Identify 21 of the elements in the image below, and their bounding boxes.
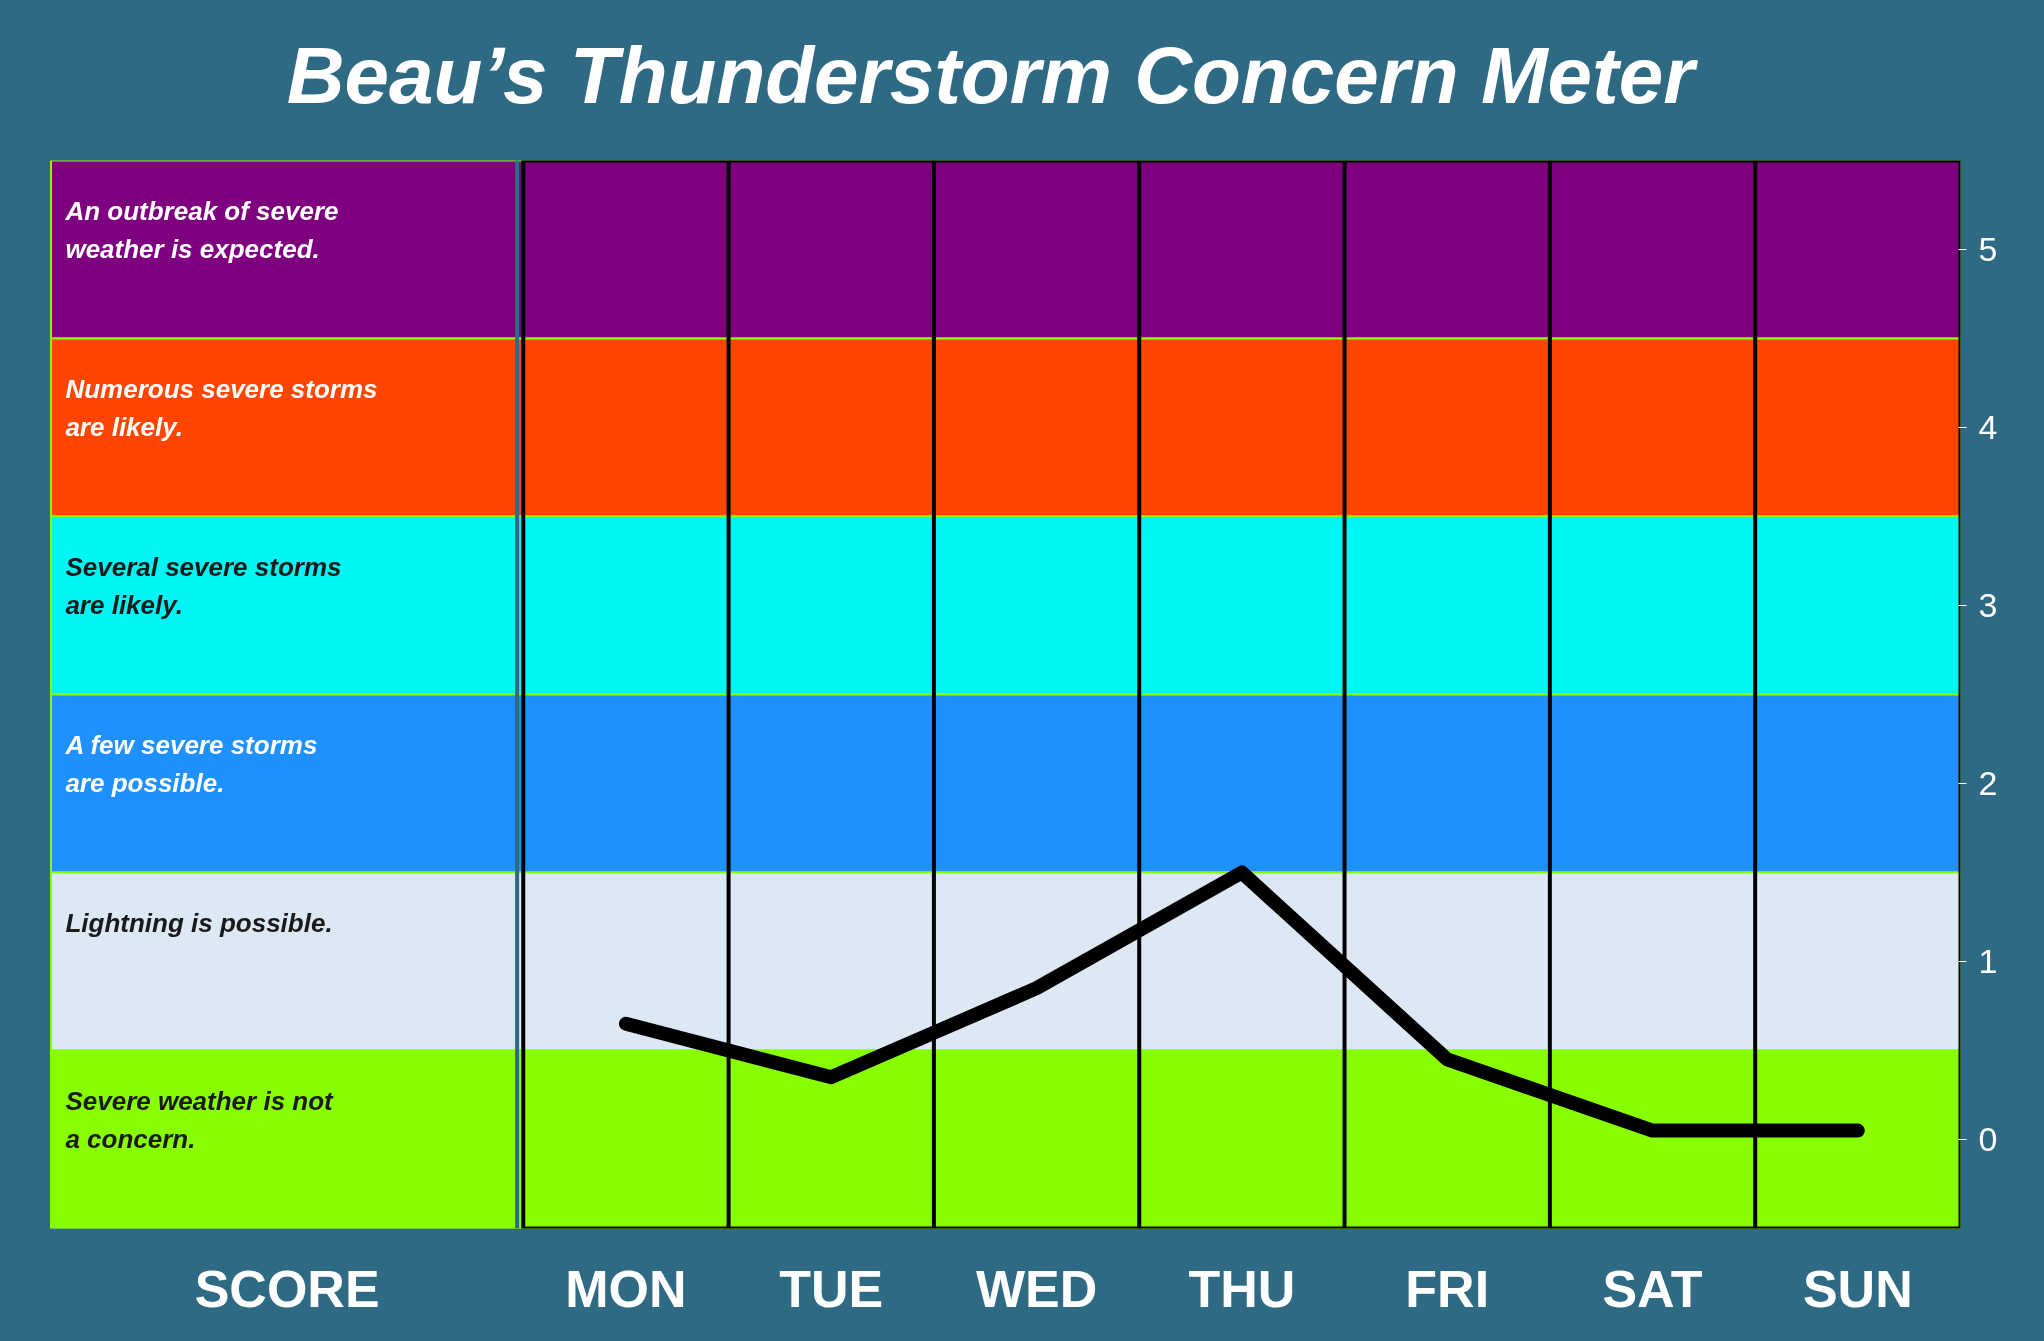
band-label: Numerous severe storms are likely. <box>65 374 378 442</box>
band-label: A few severe storms are possible. <box>64 730 318 798</box>
band-label: Severe weather is not a concern. <box>65 1086 335 1154</box>
y-tick-label: 0 <box>1978 1120 1998 1158</box>
band-label: An outbreak of severe weather is expected. <box>64 196 339 264</box>
chart-title: Beau’s Thunderstorm Concern Meter <box>286 31 1699 120</box>
x-tick-label: FRI <box>1405 1259 1490 1318</box>
band-label: Lightning is possible. <box>65 908 333 939</box>
y-tick-label: 1 <box>1978 942 1998 980</box>
y-tick-label: 4 <box>1978 408 1998 446</box>
band-label: Several severe storms are likely. <box>65 552 342 620</box>
x-tick-label: WED <box>975 1259 1098 1318</box>
x-tick-label: SUN <box>1802 1259 1913 1318</box>
x-tick-label: THU <box>1188 1259 1296 1318</box>
y-tick-label: 2 <box>1978 764 1998 802</box>
x-tick-label: TUE <box>779 1259 884 1318</box>
y-axis-title: SCORE <box>194 1259 380 1318</box>
x-tick-label: MON <box>565 1259 687 1318</box>
y-tick-label: 3 <box>1978 586 1998 624</box>
x-tick-label: SAT <box>1602 1259 1703 1318</box>
y-tick-label: 5 <box>1978 230 1998 268</box>
